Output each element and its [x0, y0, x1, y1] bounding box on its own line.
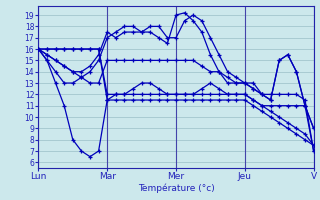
- X-axis label: Température (°c): Température (°c): [138, 184, 214, 193]
